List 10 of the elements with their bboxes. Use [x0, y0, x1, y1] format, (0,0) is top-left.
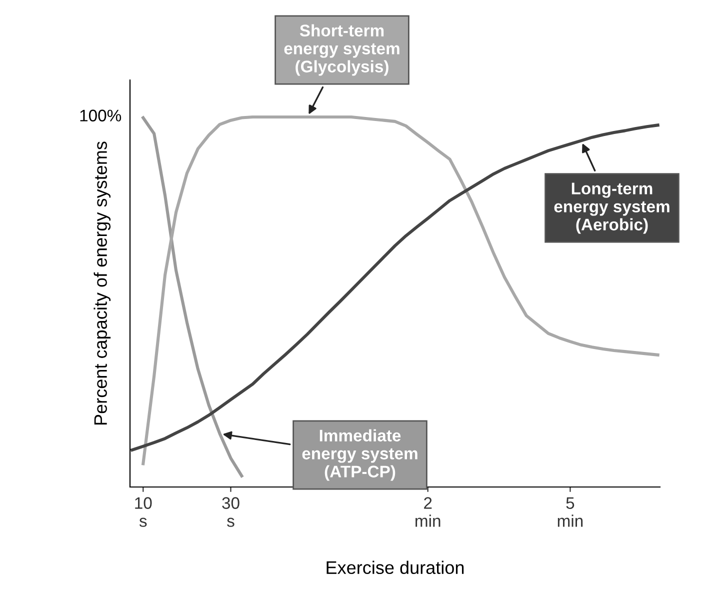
x-tick-label: 2 min	[416, 497, 440, 527]
y-axis-title: Percent capacity of energy systems	[94, 142, 111, 425]
x-tick-label: 5 min	[558, 497, 583, 527]
text: Immediate energy system (ATP-CP)	[302, 429, 418, 481]
x-tick-label: 30 s	[222, 497, 240, 527]
x-axis-title: Exercise duration	[326, 560, 464, 574]
series-label: Long-term energy system (Aerobic)	[554, 182, 670, 234]
text: Short-term energy system (Glycolysis)	[284, 24, 400, 76]
x-tick-label: 10 s	[135, 497, 152, 527]
text: 100%	[80, 110, 122, 122]
